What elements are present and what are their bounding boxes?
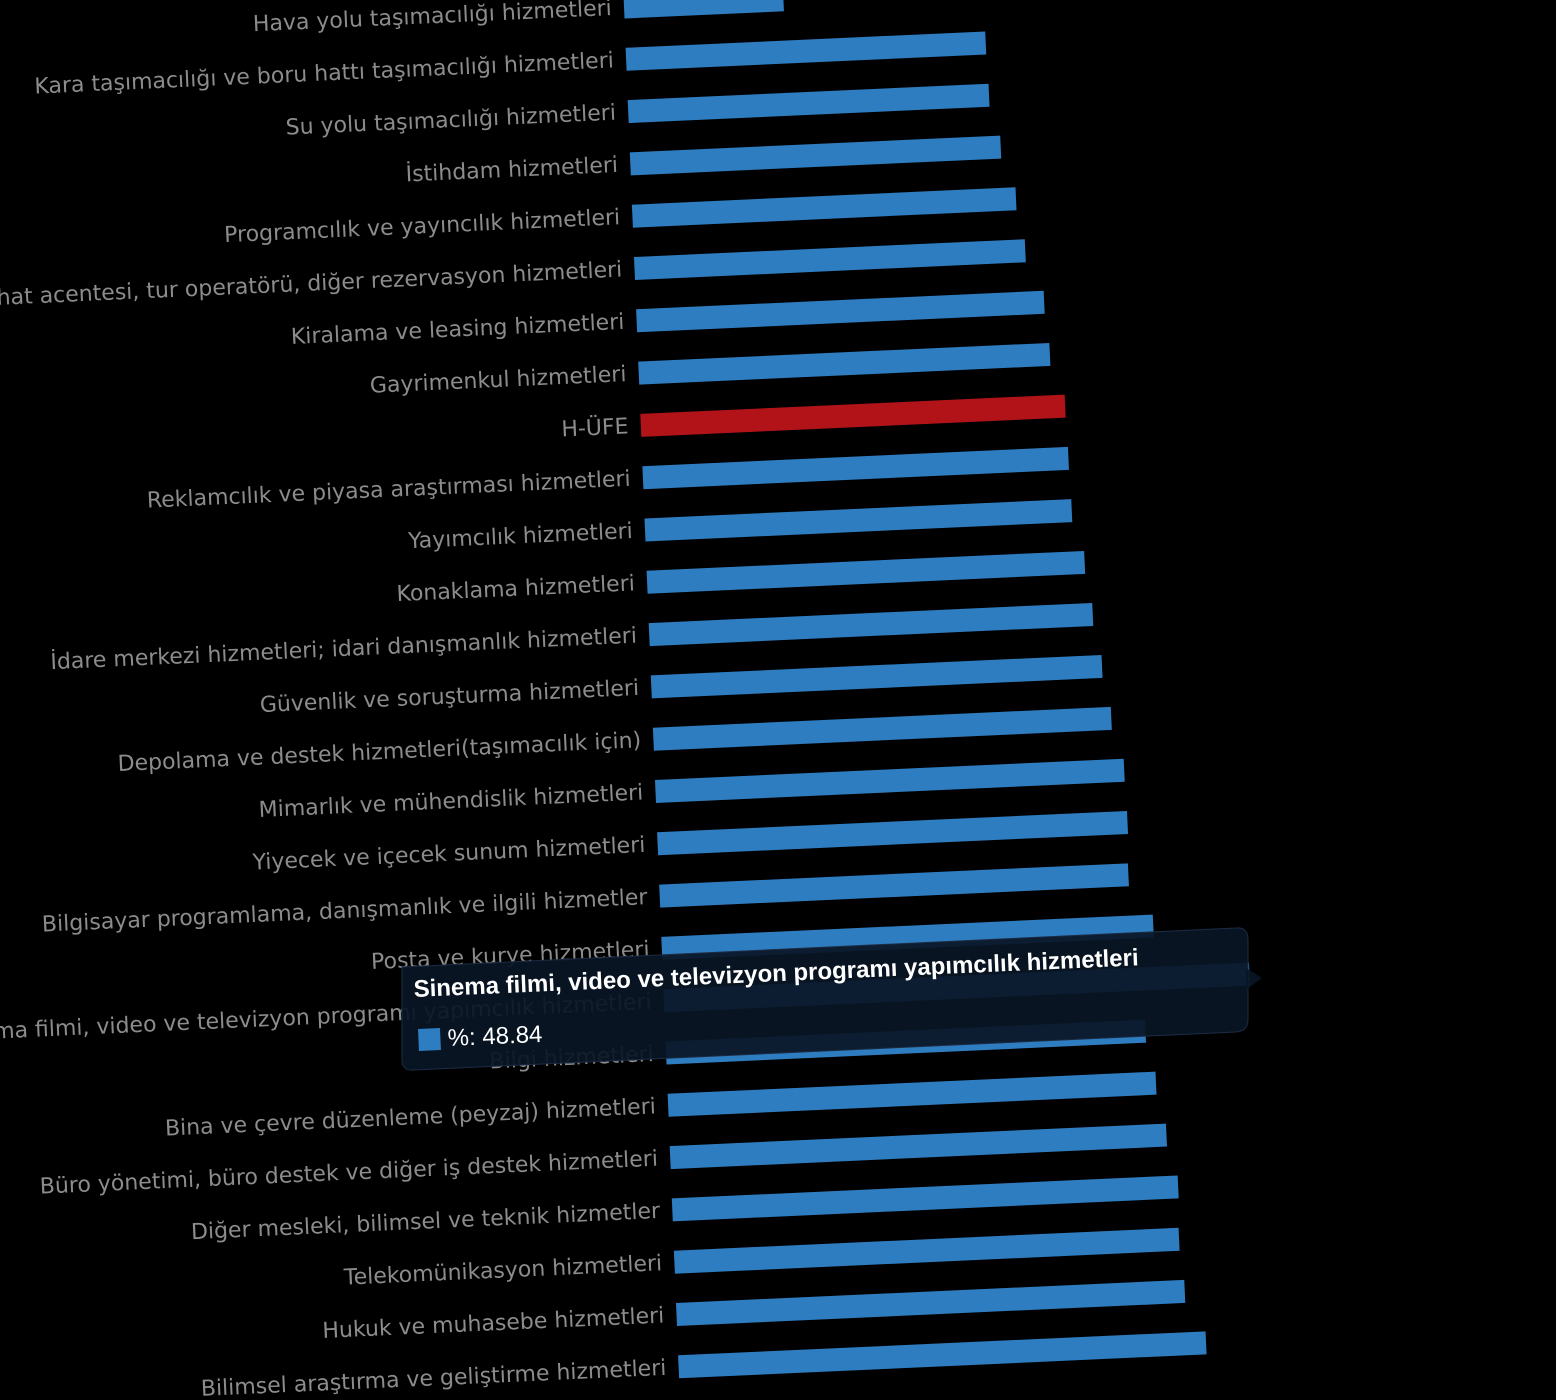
category-label: Konaklama hizmetleri xyxy=(396,571,635,607)
bars-layer xyxy=(623,0,1250,1379)
category-labels: Hava yolu taşımacılığı hizmetleri Kara ta… xyxy=(0,0,667,1400)
tooltip-series-swatch xyxy=(418,1028,441,1051)
bar[interactable] xyxy=(675,1279,1186,1326)
category-label: H-ÜFE xyxy=(561,413,629,442)
tooltip-value: %: 48.84 xyxy=(447,1021,543,1052)
bar[interactable] xyxy=(642,446,1069,490)
bar[interactable] xyxy=(661,914,1154,960)
bar[interactable] xyxy=(669,1123,1168,1170)
category-label: Seyahat acentesi, tur operatörü, diğer r… xyxy=(0,258,623,314)
bar[interactable] xyxy=(646,550,1086,594)
bar[interactable] xyxy=(654,758,1125,803)
bar[interactable] xyxy=(648,602,1094,647)
bar[interactable] xyxy=(625,31,987,71)
bar[interactable] xyxy=(659,863,1129,908)
plot-group: Hava yolu taşımacılığı hizmetleri Kara ta… xyxy=(0,0,1250,1400)
bar[interactable] xyxy=(636,290,1045,333)
category-label: İdare merkezi hizmetleri; idari danışman… xyxy=(50,623,638,676)
category-label: Telekomünikasyon hizmetleri xyxy=(342,1251,662,1290)
category-label: Hava yolu taşımacılığı hizmetleri xyxy=(252,0,612,37)
category-label: Bilimsel araştırma ve geliştirme hizmetl… xyxy=(200,1356,666,1400)
bar[interactable] xyxy=(652,706,1112,751)
tooltip-pointer xyxy=(1246,968,1262,990)
category-label: Kara taşımacılığı ve boru hattı taşımacı… xyxy=(34,48,615,99)
bar[interactable] xyxy=(671,1175,1179,1222)
bar[interactable] xyxy=(633,239,1026,280)
bar[interactable] xyxy=(657,810,1129,856)
bar[interactable] xyxy=(638,342,1051,385)
category-label: Su yolu taşımacılığı hizmetleri xyxy=(285,101,616,141)
bar[interactable] xyxy=(678,1331,1207,1379)
category-label: Gayrimenkul hizmetleri xyxy=(369,362,627,399)
bar[interactable] xyxy=(631,187,1017,228)
category-label: Yayımcılık hizmetleri xyxy=(407,519,634,554)
category-label: Programcılık ve yayıncılık hizmetleri xyxy=(224,205,621,248)
bar[interactable] xyxy=(627,83,990,124)
bar[interactable] xyxy=(650,654,1103,699)
bar[interactable] xyxy=(673,1227,1180,1274)
bar[interactable] xyxy=(623,0,784,19)
category-label: Bilgisayar programlama, danışmanlık ve i… xyxy=(41,885,648,938)
bar[interactable] xyxy=(644,499,1073,542)
tooltip-box xyxy=(401,927,1249,1071)
tooltip: Sinema filmi, video ve televizyon progra… xyxy=(401,927,1262,1071)
bar[interactable] xyxy=(629,135,1002,176)
category-label: Yiyecek ve içecek sunum hizmetleri xyxy=(251,833,646,876)
bar[interactable] xyxy=(667,1071,1157,1117)
category-label: İstihdam hizmetleri xyxy=(405,152,618,188)
category-label: Mimarlık ve mühendislik hizmetleri xyxy=(258,781,644,823)
category-label: Depolama ve destek hizmetleri(taşımacılı… xyxy=(117,728,642,777)
category-label: Reklamcılık ve piyasa araştırması hizmet… xyxy=(146,467,631,514)
category-label: Bina ve çevre düzenleme (peyzaj) hizmetl… xyxy=(164,1094,656,1141)
category-label: Kiralama ve leasing hizmetleri xyxy=(290,310,625,350)
category-label: Hukuk ve muhasebe hizmetleri xyxy=(322,1304,665,1344)
category-label: Diğer mesleki, bilimsel ve teknik hizmet… xyxy=(190,1199,661,1245)
category-label: Güvenlik ve soruşturma hizmetleri xyxy=(259,676,639,718)
bar-highlight[interactable] xyxy=(640,394,1066,437)
category-label: Büro yönetimi, büro destek ve diğer iş d… xyxy=(39,1147,658,1200)
